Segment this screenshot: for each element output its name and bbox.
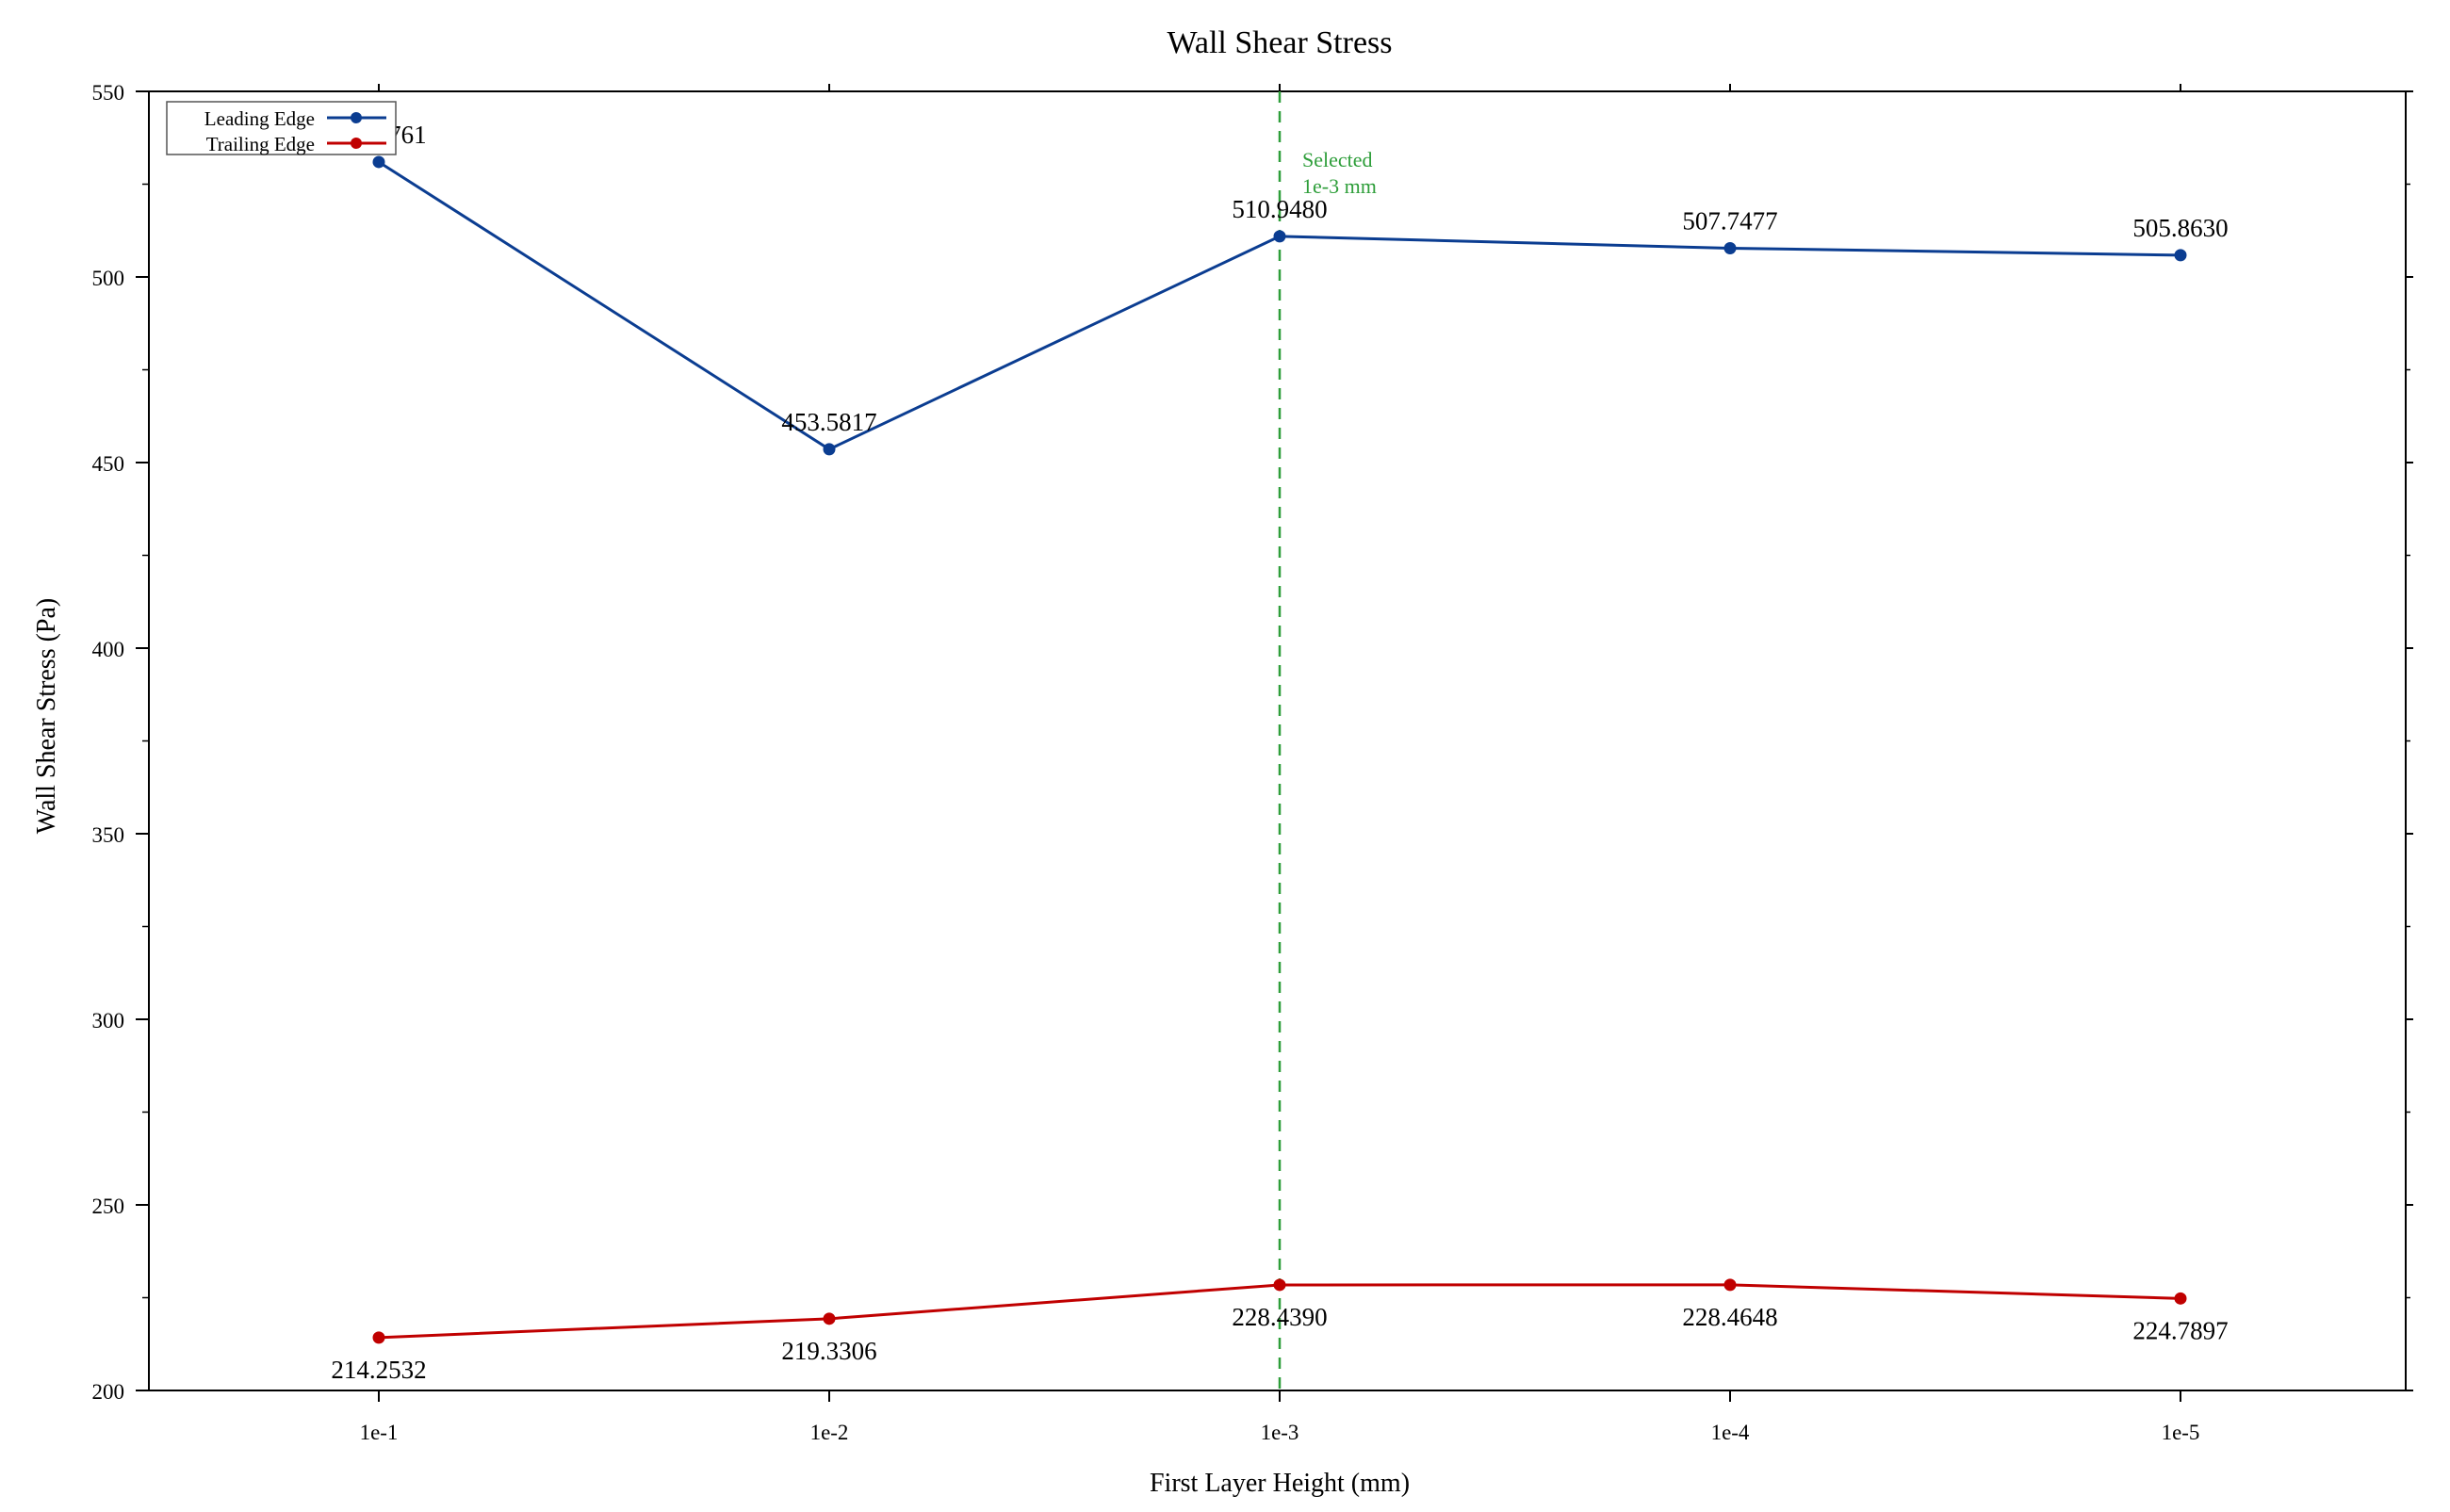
x-tick-label: 1e-3 — [1261, 1421, 1299, 1444]
data-label: 228.4648 — [1682, 1303, 1777, 1331]
plot-area: 200 250 300 350 400 450 500 550 1e-1 1e-2 1e-3 1e-4… — [92, 81, 2413, 1444]
series-1-point — [2174, 1292, 2187, 1305]
legend-swatch-marker — [351, 138, 362, 149]
series-0-point — [372, 155, 385, 169]
y-tick-label: 550 — [92, 81, 125, 105]
x-tick-label: 1e-4 — [1711, 1421, 1750, 1444]
data-label: 219.3306 — [781, 1337, 876, 1365]
series-1-point — [1723, 1278, 1737, 1292]
legend: Leading Edge Trailing Edge — [166, 101, 397, 155]
series-1-point — [372, 1331, 385, 1344]
y-tick-label: 250 — [92, 1195, 125, 1218]
chart-title: Wall Shear Stress — [1168, 25, 1393, 60]
data-label: 507.7477 — [1682, 206, 1777, 235]
series-0-point — [823, 443, 836, 456]
series-0-point — [1723, 241, 1737, 254]
legend-swatch-marker — [351, 112, 362, 123]
legend-label: Leading Edge — [204, 107, 315, 130]
data-label: 228.4390 — [1232, 1303, 1327, 1331]
x-tick-label: 1e-1 — [360, 1421, 399, 1444]
data-label: 453.5817 — [781, 408, 876, 436]
y-tick-label: 500 — [92, 267, 125, 290]
series-1-point — [823, 1312, 836, 1325]
y-tick-label: 300 — [92, 1009, 125, 1032]
selected-annotation-text: 1e-3 mm — [1302, 174, 1377, 198]
series-1-point — [1273, 1278, 1286, 1292]
data-label: 510.9480 — [1232, 195, 1327, 223]
y-axis-label: Wall Shear Stress (Pa) — [32, 598, 61, 834]
legend-label: Trailing Edge — [206, 133, 315, 155]
data-label: 224.7897 — [2132, 1316, 2228, 1344]
data-label: 505.8630 — [2132, 214, 2228, 242]
y-tick-label: 200 — [92, 1380, 125, 1404]
y-tick-label: 350 — [92, 823, 125, 847]
data-label: 214.2532 — [331, 1356, 426, 1384]
series-0-point — [2174, 249, 2187, 262]
selected-annotation-text: Selected — [1302, 148, 1373, 171]
x-tick-label: 1e-5 — [2162, 1421, 2200, 1444]
y-tick-label: 400 — [92, 638, 125, 661]
x-axis-label: First Layer Height (mm) — [1150, 1469, 1410, 1498]
series-0-point — [1273, 230, 1286, 243]
x-tick-label: 1e-2 — [810, 1421, 849, 1444]
y-tick-label: 450 — [92, 452, 125, 476]
